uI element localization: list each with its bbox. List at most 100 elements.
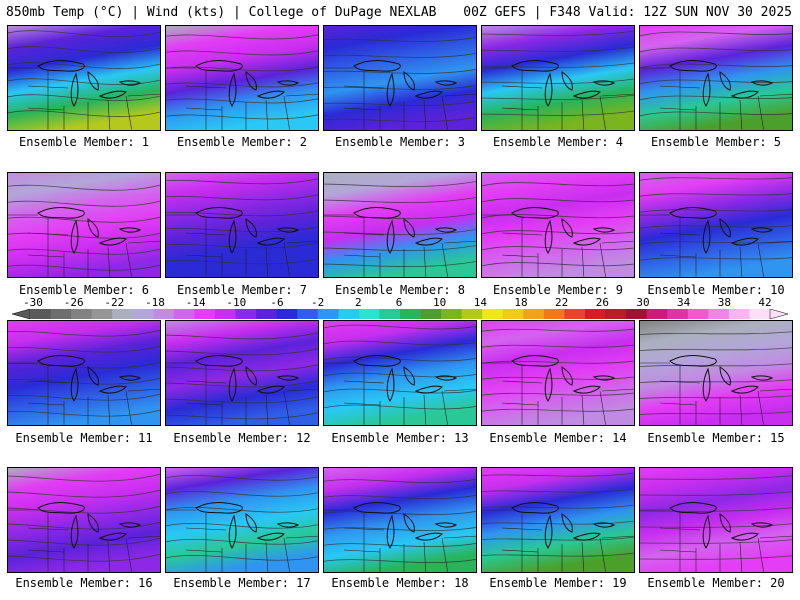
colorbar-segment bbox=[276, 309, 298, 319]
ensemble-panel bbox=[639, 172, 793, 278]
colorbar-segment bbox=[71, 309, 93, 319]
state-borders bbox=[324, 214, 476, 277]
colorbar-segment bbox=[461, 309, 483, 319]
colorbar-segment bbox=[256, 309, 278, 319]
ensemble-panel bbox=[165, 467, 319, 573]
colorbar-segment bbox=[194, 309, 216, 319]
colorbar-arrow-right bbox=[769, 309, 789, 319]
colorbar-segment bbox=[235, 309, 257, 319]
state-borders bbox=[482, 214, 634, 277]
state-borders bbox=[8, 67, 160, 130]
colorbar-segment bbox=[543, 309, 565, 319]
colorbar-tick-label: -10 bbox=[226, 296, 247, 309]
colorbar-segment bbox=[708, 309, 730, 319]
temperature-map bbox=[166, 468, 318, 572]
coastline-outline bbox=[195, 355, 300, 402]
panel-label: Ensemble Member: 14 bbox=[489, 431, 627, 445]
colorbar-segment bbox=[112, 309, 134, 319]
coastline-outline bbox=[195, 60, 300, 107]
colorbar-segment bbox=[626, 309, 648, 319]
coastline-outline bbox=[353, 207, 458, 254]
panel-label: Ensemble Member: 13 bbox=[331, 431, 469, 445]
colorbar-segment bbox=[605, 309, 627, 319]
panel-label: Ensemble Member: 9 bbox=[492, 283, 624, 297]
colorbar-segment bbox=[358, 309, 380, 319]
colorbar-segment bbox=[564, 309, 586, 319]
colorbar-segment bbox=[215, 309, 237, 319]
colorbar-segment bbox=[30, 309, 52, 319]
ensemble-panel bbox=[639, 25, 793, 131]
ensemble-panel bbox=[7, 320, 161, 426]
colorbar-labels: -30 -26 -22 -18 -14 -10 -6 -2 2 6 10 14 18 22 26 30 34 38… bbox=[0, 296, 800, 309]
colorbar-segment bbox=[297, 309, 319, 319]
coastline-outline bbox=[511, 502, 616, 549]
ensemble-panel bbox=[323, 172, 477, 278]
page-title: 850mb Temp (°C) | Wind (kts) | College o… bbox=[6, 5, 437, 20]
ensemble-panel bbox=[639, 320, 793, 426]
valid-time-label: 00Z GEFS | F348 Valid: 12Z SUN NOV 30 20… bbox=[463, 5, 792, 20]
state-borders bbox=[166, 67, 318, 130]
state-borders bbox=[482, 362, 634, 425]
coastline-outline bbox=[669, 502, 774, 549]
colorbar-tick-label: 18 bbox=[514, 296, 528, 309]
ensemble-panel bbox=[481, 320, 635, 426]
ensemble-panel bbox=[7, 172, 161, 278]
coastline-outline bbox=[195, 207, 300, 254]
coastline-outline bbox=[511, 355, 616, 402]
colorbar-tick-label: -26 bbox=[63, 296, 84, 309]
coastline-outline bbox=[669, 60, 774, 107]
panel-label: Ensemble Member: 7 bbox=[176, 283, 308, 297]
state-borders bbox=[166, 362, 318, 425]
temperature-map bbox=[640, 26, 792, 130]
colorbar-tick-label: -22 bbox=[104, 296, 125, 309]
coastline-outline bbox=[669, 207, 774, 254]
temperature-map bbox=[324, 26, 476, 130]
colorbar-tick-label: -30 bbox=[23, 296, 43, 309]
colorbar-tick-label: -18 bbox=[145, 296, 165, 309]
colorbar-segment bbox=[400, 309, 422, 319]
colorbar-tick-label: 38 bbox=[717, 296, 731, 309]
state-borders bbox=[8, 362, 160, 425]
panel-label: Ensemble Member: 10 bbox=[647, 283, 785, 297]
colorbar-tick-label: 10 bbox=[433, 296, 447, 309]
temperature-map bbox=[166, 173, 318, 277]
colorbar-segment bbox=[523, 309, 545, 319]
temperature-map bbox=[324, 173, 476, 277]
state-borders bbox=[324, 509, 476, 572]
ensemble-panel bbox=[639, 467, 793, 573]
temperature-map bbox=[640, 468, 792, 572]
state-borders bbox=[640, 362, 792, 425]
temperature-map bbox=[482, 321, 634, 425]
colorbar-segment bbox=[50, 309, 72, 319]
colorbar-segment bbox=[420, 309, 442, 319]
colorbar-segment bbox=[646, 309, 668, 319]
temperature-map bbox=[640, 321, 792, 425]
header: 850mb Temp (°C) | Wind (kts) | College o… bbox=[0, 0, 800, 24]
panel-label: Ensemble Member: 12 bbox=[173, 431, 311, 445]
temperature-map bbox=[8, 173, 160, 277]
coastline-outline bbox=[353, 502, 458, 549]
panel-label: Ensemble Member: 2 bbox=[176, 135, 308, 149]
ensemble-panel bbox=[165, 172, 319, 278]
temperature-map bbox=[640, 173, 792, 277]
colorbar-segment bbox=[91, 309, 113, 319]
panel-label: Ensemble Member: 18 bbox=[331, 576, 469, 590]
panel-label: Ensemble Member: 16 bbox=[15, 576, 153, 590]
temperature-map bbox=[8, 468, 160, 572]
colorbar-segment bbox=[173, 309, 195, 319]
colorbar-tick-label: 2 bbox=[355, 296, 362, 309]
ensemble-panel bbox=[481, 467, 635, 573]
coastline-outline bbox=[37, 207, 142, 254]
coastline-outline bbox=[511, 207, 616, 254]
state-borders bbox=[8, 509, 160, 572]
colorbar-segment bbox=[441, 309, 463, 319]
colorbar-segment bbox=[338, 309, 360, 319]
temperature-map bbox=[8, 26, 160, 130]
coastline-outline bbox=[37, 60, 142, 107]
colorbar-segment bbox=[687, 309, 709, 319]
panel-label: Ensemble Member: 6 bbox=[18, 283, 150, 297]
colorbar-segment bbox=[482, 309, 504, 319]
state-borders bbox=[324, 362, 476, 425]
state-borders bbox=[166, 509, 318, 572]
panel-label: Ensemble Member: 19 bbox=[489, 576, 627, 590]
